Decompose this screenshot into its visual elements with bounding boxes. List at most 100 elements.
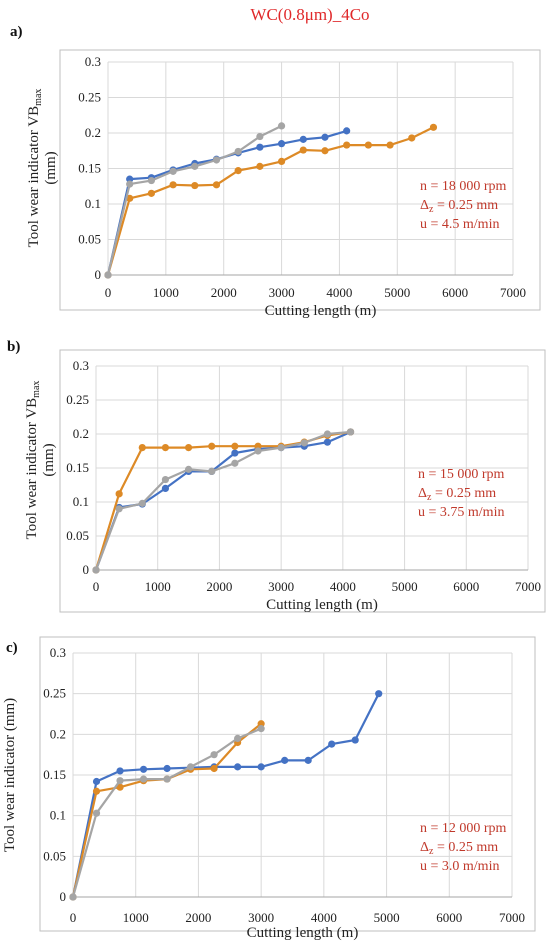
series-2-line bbox=[106, 126, 434, 276]
series-2-point bbox=[161, 444, 170, 452]
series-3-point bbox=[212, 156, 221, 164]
series-3-point bbox=[256, 132, 264, 141]
y-tick-label: 0.05 bbox=[78, 232, 101, 247]
series-3-point bbox=[169, 167, 177, 175]
figure-title: WC(0.8μm)_4Co bbox=[250, 5, 369, 24]
series-3-point bbox=[92, 566, 100, 574]
series-3-point bbox=[115, 505, 123, 513]
x-tick-label: 1000 bbox=[123, 910, 149, 925]
y-tick-label: 0.2 bbox=[73, 426, 89, 441]
panel-label: a) bbox=[10, 24, 23, 40]
y-axis-unit: (mm) bbox=[43, 151, 59, 184]
param-depth-subscript: z bbox=[429, 846, 434, 857]
series-1-point bbox=[161, 484, 170, 492]
param-feed-rate: u = 3.75 m/min bbox=[418, 505, 504, 520]
series-2-point bbox=[364, 141, 372, 149]
series-2-point bbox=[234, 167, 242, 175]
series-3-point bbox=[231, 459, 239, 467]
x-tick-label: 6000 bbox=[436, 910, 462, 925]
y-axis-label: Tool wear indicator VBmax bbox=[24, 381, 42, 540]
series-2-point bbox=[231, 442, 239, 450]
series-3-point bbox=[300, 439, 308, 447]
param-depth: Δz = 0.25 mm bbox=[418, 486, 496, 503]
param-depth-symbol: Δ bbox=[420, 198, 429, 213]
series-3-point bbox=[277, 444, 285, 452]
x-tick-label: 5000 bbox=[384, 285, 410, 300]
y-tick-label: 0 bbox=[83, 562, 90, 577]
series-3-point bbox=[139, 775, 148, 783]
series-2-point bbox=[256, 162, 264, 170]
series-1-point bbox=[321, 133, 329, 141]
x-tick-label: 3000 bbox=[268, 579, 294, 594]
series-3-line bbox=[71, 727, 262, 898]
series-3-point bbox=[277, 122, 286, 130]
series-2-point bbox=[212, 181, 221, 189]
series-2-point bbox=[299, 146, 307, 154]
series-3-point bbox=[191, 162, 199, 170]
chart-frame bbox=[59, 349, 546, 613]
x-tick-label: 7000 bbox=[515, 579, 541, 594]
y-axis-unit: (mm) bbox=[41, 443, 57, 476]
x-tick-label: 2000 bbox=[206, 579, 232, 594]
series-3-point bbox=[92, 809, 101, 817]
series-1-point bbox=[304, 756, 312, 764]
series-2-point bbox=[169, 181, 177, 189]
y-tick-label: 0.3 bbox=[50, 645, 66, 660]
series-1-line bbox=[106, 129, 348, 276]
param-spindle-speed: n = 15 000 rpm bbox=[418, 467, 505, 482]
series-1-point bbox=[92, 777, 101, 786]
series-1-point bbox=[234, 763, 242, 771]
series-2-point bbox=[429, 123, 438, 131]
y-tick-label: 0 bbox=[95, 267, 102, 282]
param-spindle-speed: n = 18 000 rpm bbox=[420, 179, 507, 194]
series-3-point bbox=[138, 499, 146, 507]
y-tick-label: 0.05 bbox=[43, 848, 66, 863]
x-tick-label: 2000 bbox=[185, 910, 211, 925]
series-3-point bbox=[210, 751, 218, 759]
y-tick-label: 0.2 bbox=[50, 726, 66, 741]
param-depth-subscript: z bbox=[429, 204, 434, 215]
x-axis-label: Cutting length (m) bbox=[247, 925, 359, 941]
series-2-point bbox=[191, 181, 199, 190]
param-depth: Δz = 0.25 mm bbox=[420, 198, 498, 215]
y-tick-label: 0.25 bbox=[78, 90, 101, 105]
series-2-point bbox=[408, 134, 416, 142]
param-spindle-speed: n = 12 000 rpm bbox=[420, 821, 507, 836]
series-3-point bbox=[234, 147, 242, 156]
y-tick-label: 0.1 bbox=[85, 196, 101, 211]
x-tick-label: 3000 bbox=[269, 285, 295, 300]
series-1-point bbox=[375, 690, 383, 698]
y-tick-label: 0.1 bbox=[50, 808, 66, 823]
series-2-point bbox=[277, 157, 286, 165]
series-1-point bbox=[231, 449, 239, 457]
series-2-point bbox=[208, 442, 216, 450]
series-2-point bbox=[386, 141, 394, 149]
param-feed-rate: u = 4.5 m/min bbox=[420, 217, 499, 232]
series-1-point bbox=[351, 736, 359, 744]
x-tick-label: 3000 bbox=[248, 910, 274, 925]
param-depth: Δz = 0.25 mm bbox=[420, 840, 498, 857]
series-3-point bbox=[346, 428, 355, 436]
x-tick-label: 1000 bbox=[145, 579, 171, 594]
y-tick-label: 0.3 bbox=[73, 358, 89, 373]
param-depth-value: = 0.25 mm bbox=[431, 486, 496, 501]
series-2-point bbox=[321, 147, 329, 155]
y-axis-label-text: Tool wear indicator VB bbox=[26, 106, 42, 248]
param-depth-value: = 0.25 mm bbox=[433, 840, 498, 855]
y-tick-label: 0.1 bbox=[73, 494, 89, 509]
series-1-point bbox=[163, 764, 171, 773]
series-1-point bbox=[343, 127, 351, 135]
y-axis-label-subscript: max bbox=[31, 381, 42, 398]
series-3-point bbox=[116, 777, 124, 785]
series-2-point bbox=[210, 764, 218, 773]
y-tick-label: 0.25 bbox=[43, 686, 66, 701]
series-1-point bbox=[256, 143, 264, 151]
series-3-point bbox=[234, 734, 242, 743]
x-tick-label: 1000 bbox=[153, 285, 179, 300]
param-depth-symbol: Δ bbox=[420, 840, 429, 855]
param-depth-symbol: Δ bbox=[418, 486, 427, 501]
series-3-point bbox=[69, 893, 77, 901]
panel-label: b) bbox=[7, 339, 20, 355]
y-tick-label: 0 bbox=[60, 889, 67, 904]
